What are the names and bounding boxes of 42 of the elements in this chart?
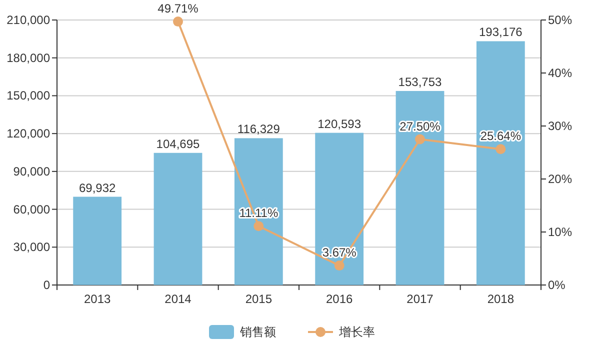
y2-tick-label: 30% <box>548 119 572 133</box>
point <box>496 144 506 154</box>
bar <box>234 138 283 285</box>
y-tick-label: 120,000 <box>6 126 50 141</box>
point <box>415 134 425 144</box>
y2-tick-label: 50% <box>548 13 572 27</box>
y2-tick-label: 40% <box>548 66 572 80</box>
y-tick-label: 0 <box>43 278 50 292</box>
y2-tick-label: 0% <box>548 278 566 292</box>
x-tick-label: 2018 <box>487 292 514 306</box>
x-tick-label: 2016 <box>326 292 354 306</box>
bar <box>315 132 364 285</box>
y-tick-label: 150,000 <box>6 88 50 103</box>
point <box>173 16 183 27</box>
data-label: 25.64% <box>480 129 522 144</box>
data-label: 120,593 <box>318 116 362 131</box>
legend-label: 增长率 <box>338 325 375 339</box>
legend-label: 销售额 <box>239 325 276 339</box>
bar <box>396 90 444 285</box>
data-label: 49.71% <box>158 2 199 16</box>
y-tick-label: 30,000 <box>13 240 50 254</box>
x-tick-label: 2015 <box>245 292 272 306</box>
data-label: 193,176 <box>478 25 523 40</box>
y2-tick-label: 20% <box>548 172 572 186</box>
point <box>254 221 264 232</box>
data-label: 27.50% <box>400 119 441 134</box>
x-tick-label: 2013 <box>84 292 112 306</box>
y-tick-label: 210,000 <box>6 13 50 27</box>
y-tick-label: 180,000 <box>6 50 50 65</box>
data-label: 104,695 <box>156 136 200 151</box>
data-label: 153,753 <box>398 74 442 89</box>
bar <box>476 41 525 285</box>
data-label: 116,329 <box>237 122 280 136</box>
data-label: 69,932 <box>78 180 116 195</box>
point <box>334 260 344 271</box>
x-tick-label: 2017 <box>406 292 434 306</box>
y-tick-label: 60,000 <box>13 202 50 216</box>
bar <box>154 152 202 285</box>
y2-tick-label: 10% <box>548 225 572 239</box>
y-tick-label: 90,000 <box>13 164 50 178</box>
bar <box>73 196 122 285</box>
x-tick-label: 2014 <box>164 292 192 306</box>
